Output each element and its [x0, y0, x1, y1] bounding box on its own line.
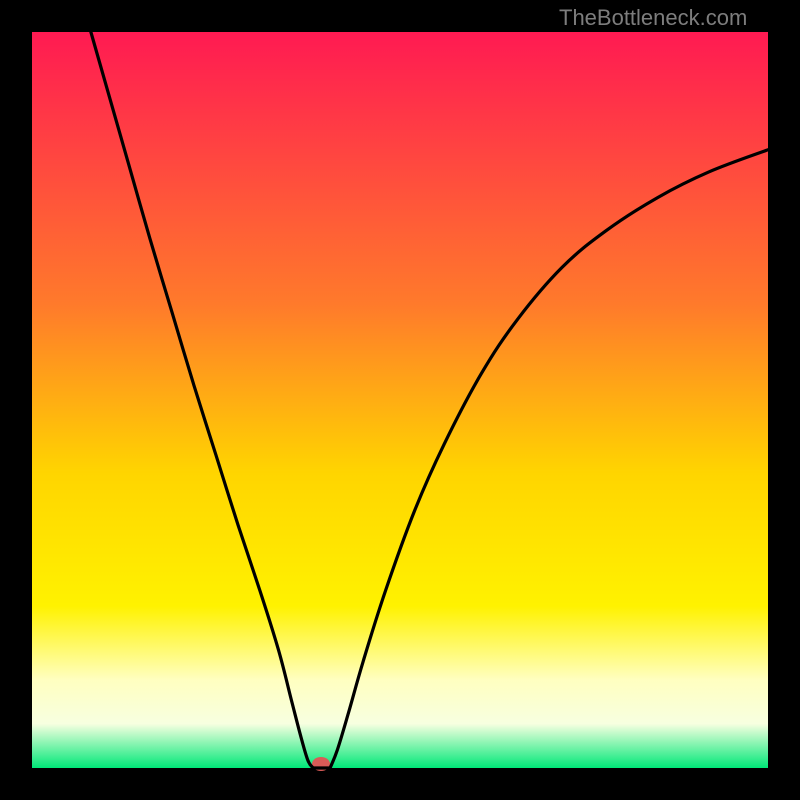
watermark-label: TheBottleneck.com	[559, 5, 747, 31]
bottleneck-curve	[0, 0, 800, 800]
curve-path	[91, 32, 768, 768]
chart-frame: TheBottleneck.com	[0, 0, 800, 800]
